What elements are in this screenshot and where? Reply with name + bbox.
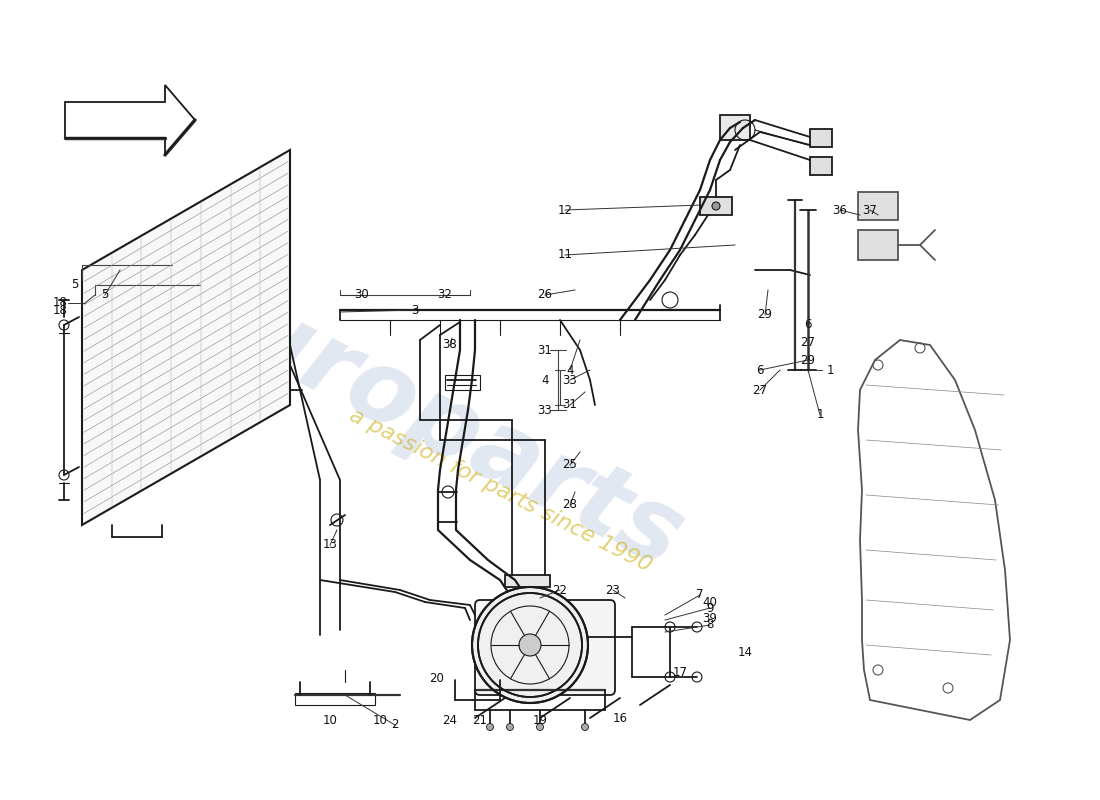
Bar (295, 693, 375, 705)
Text: 11: 11 (558, 249, 572, 262)
Text: 20: 20 (430, 671, 444, 685)
Text: 6: 6 (804, 318, 812, 330)
FancyBboxPatch shape (475, 600, 615, 695)
Text: 28: 28 (562, 498, 578, 511)
Text: 18: 18 (53, 303, 67, 317)
Text: 12: 12 (558, 203, 572, 217)
Text: 23: 23 (606, 583, 620, 597)
Text: 4: 4 (541, 374, 549, 386)
Text: 17: 17 (672, 666, 688, 678)
Polygon shape (82, 150, 290, 525)
Circle shape (506, 723, 514, 730)
Circle shape (472, 587, 588, 703)
Text: 26: 26 (538, 289, 552, 302)
Text: 10: 10 (322, 714, 338, 726)
Bar (858, 230, 898, 260)
Text: 27: 27 (801, 335, 815, 349)
Bar (720, 115, 750, 140)
Text: 33: 33 (562, 374, 578, 386)
Circle shape (537, 723, 543, 730)
Text: 18: 18 (53, 297, 67, 310)
Text: 37: 37 (862, 203, 878, 217)
Text: 3: 3 (411, 303, 419, 317)
Text: 29: 29 (801, 354, 815, 366)
Text: 22: 22 (552, 583, 568, 597)
Text: 1: 1 (816, 409, 824, 422)
Text: 36: 36 (833, 203, 847, 217)
Text: 4: 4 (566, 363, 574, 377)
Text: 24: 24 (442, 714, 458, 726)
Text: 29: 29 (758, 309, 772, 322)
Text: 31: 31 (538, 343, 552, 357)
Bar (810, 129, 832, 147)
Text: 30: 30 (354, 289, 370, 302)
Text: 1: 1 (826, 363, 834, 377)
Bar (700, 197, 732, 215)
Circle shape (712, 202, 720, 210)
Text: 2: 2 (392, 718, 398, 731)
Text: 32: 32 (438, 289, 452, 302)
Text: 9: 9 (706, 602, 714, 614)
Text: 27: 27 (752, 383, 768, 397)
Text: 14: 14 (737, 646, 752, 658)
Text: 21: 21 (473, 714, 487, 726)
Bar (505, 575, 550, 587)
Text: 7: 7 (696, 589, 704, 602)
Bar (810, 157, 832, 175)
Bar (858, 192, 898, 220)
Text: 38: 38 (442, 338, 458, 351)
Text: 40: 40 (703, 595, 717, 609)
Text: 10: 10 (373, 714, 387, 726)
Text: 8: 8 (706, 618, 714, 631)
Text: 33: 33 (538, 403, 552, 417)
Circle shape (519, 634, 541, 656)
Circle shape (486, 723, 494, 730)
Text: 6: 6 (757, 363, 763, 377)
Text: a passion for parts since 1990: a passion for parts since 1990 (345, 405, 654, 575)
Text: 39: 39 (703, 611, 717, 625)
Circle shape (582, 723, 588, 730)
Text: 5: 5 (101, 289, 109, 302)
Text: 31: 31 (562, 398, 578, 411)
Text: 25: 25 (562, 458, 578, 471)
Text: 13: 13 (322, 538, 338, 551)
Text: europarts: europarts (162, 251, 698, 589)
Text: 5: 5 (72, 278, 79, 291)
Bar (446, 375, 480, 390)
Text: 16: 16 (613, 711, 627, 725)
Text: 19: 19 (532, 714, 548, 726)
